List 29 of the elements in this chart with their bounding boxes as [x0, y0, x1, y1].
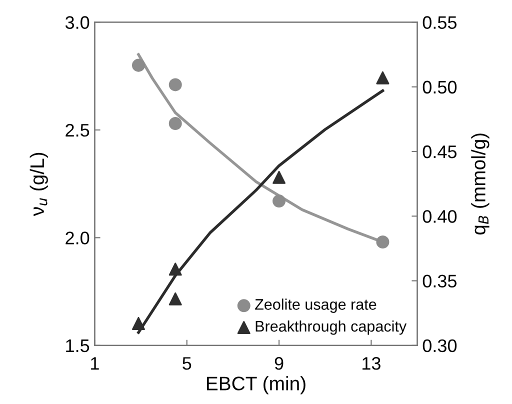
x-tick-label: 13	[362, 357, 380, 370]
y2-tick-label: 0.35	[422, 274, 457, 288]
x-axis-title: EBCT (min)	[206, 376, 306, 394]
y2-tick-label: 0.45	[422, 145, 457, 158]
y2-axis-title: q$_{B}$ (mmol/g)	[471, 134, 490, 235]
x-tick-label: 5	[182, 357, 192, 370]
y-tick-label: 2.5	[66, 124, 90, 137]
point	[168, 292, 182, 306]
point	[168, 78, 182, 92]
point	[132, 316, 145, 330]
x-tick-label: 9	[274, 357, 284, 370]
y2-tick-label: 0.55	[422, 16, 457, 29]
y-tick-label: 3.0	[65, 16, 90, 29]
point	[168, 262, 182, 276]
y2-tick-label: 0.30	[422, 339, 457, 352]
point	[376, 71, 390, 84]
y-axis-title: ν$_{u}$ (g/L)	[30, 152, 48, 216]
y-tick-label: 2.0	[66, 232, 90, 244]
point	[272, 194, 286, 208]
legend-label: Zeolite usage rate	[255, 298, 376, 313]
legend-label: Breakthrough capacity	[256, 320, 407, 335]
y2-tick-label: 0.40	[422, 210, 457, 223]
point	[132, 58, 145, 72]
y-tick-label: 1.5	[66, 340, 90, 352]
point	[376, 235, 390, 248]
x-tick-label: 1	[91, 357, 99, 370]
point	[272, 170, 286, 184]
point	[168, 116, 182, 130]
y2-tick-label: 0.50	[422, 80, 457, 94]
